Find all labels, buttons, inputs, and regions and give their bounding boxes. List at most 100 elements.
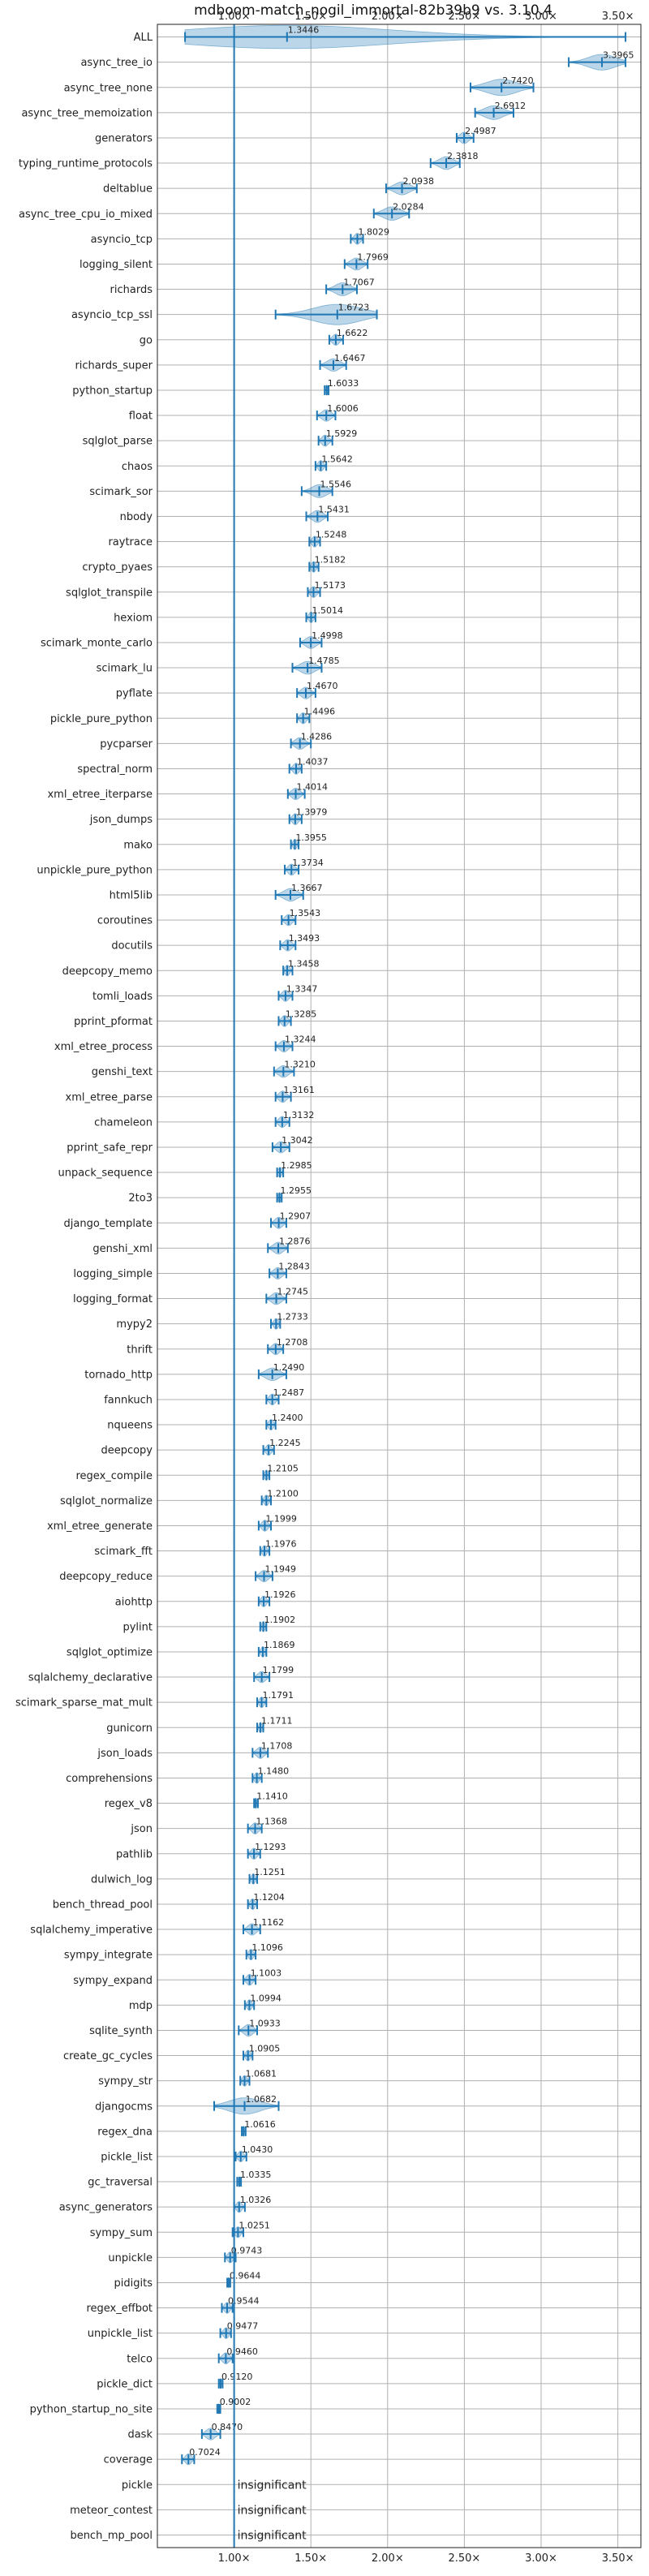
value-label: 1.3042 bbox=[282, 1135, 313, 1146]
category-label: hexiom bbox=[114, 612, 153, 624]
value-label: 1.5546 bbox=[320, 479, 352, 489]
value-label: 1.1791 bbox=[262, 1690, 294, 1701]
value-label: 1.3446 bbox=[288, 25, 320, 36]
value-label: 1.3493 bbox=[289, 933, 320, 944]
value-label: 0.9460 bbox=[226, 2346, 258, 2357]
value-label: 1.1711 bbox=[261, 1715, 293, 1726]
value-label: 1.2487 bbox=[273, 1387, 305, 1398]
value-label: 0.7024 bbox=[189, 2447, 220, 2458]
value-label: 1.1204 bbox=[253, 1892, 285, 1903]
category-label: json bbox=[130, 1823, 153, 1835]
chart-title: mdboom-match_nogil_immortal-82b39b9 vs. … bbox=[194, 2, 552, 19]
category-label: 2to3 bbox=[128, 1193, 153, 1205]
value-label: 1.0905 bbox=[249, 2044, 281, 2054]
value-label: 2.4987 bbox=[465, 126, 496, 136]
x-tick-label-bottom: 1.00× bbox=[218, 2552, 251, 2565]
value-label: 1.5642 bbox=[321, 454, 353, 464]
value-label: 1.2955 bbox=[281, 1185, 312, 1196]
value-label: 1.3161 bbox=[283, 1085, 315, 1095]
category-label: chaos bbox=[122, 461, 153, 473]
insignificant-label: insignificant bbox=[238, 2529, 307, 2542]
value-label: 1.0251 bbox=[239, 2220, 270, 2230]
category-label: sympy_sum bbox=[90, 2227, 153, 2239]
value-label: 1.1869 bbox=[264, 1640, 295, 1650]
value-label: 0.8470 bbox=[212, 2422, 243, 2432]
value-label: 1.6006 bbox=[327, 403, 359, 414]
value-label: 1.6723 bbox=[338, 303, 370, 313]
value-label: 1.2105 bbox=[267, 1463, 299, 1473]
value-label: 1.5014 bbox=[312, 605, 343, 616]
value-label: 1.0682 bbox=[246, 2094, 277, 2105]
value-label: 1.2100 bbox=[267, 1488, 299, 1499]
category-label: sqlglot_transpile bbox=[66, 587, 153, 599]
category-label: pickle_dict bbox=[97, 2378, 153, 2390]
category-label: pprint_safe_repr bbox=[67, 1142, 153, 1154]
value-label: 1.5929 bbox=[326, 428, 358, 439]
x-tick-label-bottom: 2.50× bbox=[448, 2552, 480, 2565]
category-label: logging_silent bbox=[80, 259, 153, 271]
category-label: telco bbox=[127, 2353, 153, 2365]
value-label: 1.3667 bbox=[291, 883, 323, 893]
category-label: xml_etree_parse bbox=[66, 1091, 153, 1103]
value-label: 1.4496 bbox=[304, 706, 336, 716]
category-label: bench_thread_pool bbox=[53, 1899, 153, 1911]
category-label: deepcopy bbox=[101, 1445, 153, 1457]
category-label: regex_dna bbox=[97, 2126, 153, 2138]
x-tick-label-bottom: 1.50× bbox=[294, 2552, 327, 2565]
x-tick-label-top: 1.50× bbox=[294, 11, 327, 23]
category-label: go bbox=[140, 334, 153, 346]
category-label: pickle_pure_python bbox=[50, 713, 153, 725]
x-tick-label-top: 1.00× bbox=[218, 11, 251, 23]
value-label: 1.1368 bbox=[256, 1817, 287, 1827]
x-tick-label-top: 2.00× bbox=[372, 11, 404, 23]
x-tick-label-bottom: 2.00× bbox=[372, 2552, 404, 2565]
value-label: 0.9743 bbox=[231, 2245, 263, 2256]
category-label: sqlglot_normalize bbox=[60, 1495, 153, 1507]
value-label: 1.1976 bbox=[265, 1539, 297, 1550]
category-label: pycparser bbox=[100, 738, 153, 750]
category-label: sympy_integrate bbox=[64, 1950, 153, 1962]
value-label: 1.0430 bbox=[242, 2144, 273, 2155]
category-label: deepcopy_reduce bbox=[59, 1571, 153, 1583]
value-label: 1.1162 bbox=[253, 1917, 285, 1928]
category-label: ALL bbox=[134, 32, 153, 44]
category-label: django_template bbox=[64, 1218, 153, 1230]
category-label: raytrace bbox=[108, 536, 153, 548]
category-label: html5lib bbox=[110, 889, 153, 901]
category-label: comprehensions bbox=[66, 1773, 153, 1785]
value-label: 1.5173 bbox=[314, 580, 346, 591]
category-label: async_tree_memoization bbox=[21, 107, 153, 119]
category-label: unpickle_list bbox=[88, 2328, 153, 2340]
category-label: xml_etree_iterparse bbox=[47, 789, 153, 801]
category-label: async_tree_io bbox=[80, 57, 153, 69]
value-label: 1.1999 bbox=[265, 1513, 297, 1524]
category-label: logging_format bbox=[73, 1293, 153, 1305]
value-label: 2.0938 bbox=[403, 176, 435, 187]
category-label: mypy2 bbox=[116, 1318, 153, 1331]
category-label: chameleon bbox=[94, 1116, 153, 1129]
category-label: deepcopy_memo bbox=[62, 965, 153, 978]
value-label: 1.3979 bbox=[296, 807, 328, 818]
value-label: 2.3818 bbox=[447, 151, 479, 161]
category-label: scimark_sparse_mat_mult bbox=[15, 1697, 153, 1709]
category-label: bench_mp_pool bbox=[70, 2530, 153, 2542]
value-label: 1.0326 bbox=[240, 2195, 272, 2205]
value-label: 1.8029 bbox=[359, 226, 390, 237]
category-label: scimark_sor bbox=[89, 486, 153, 498]
value-label: 1.3347 bbox=[286, 983, 318, 994]
value-label: 1.1902 bbox=[264, 1615, 296, 1625]
x-tick-label-top: 3.50× bbox=[602, 11, 634, 23]
plot-frame bbox=[157, 24, 642, 2548]
value-label: 2.6912 bbox=[495, 101, 527, 111]
label-layer: 1.3446 3.3965 2.7420 2.6912 2.4987 2.3818 2.09… bbox=[189, 25, 634, 2543]
value-label: 1.0616 bbox=[244, 2119, 276, 2130]
value-label: 1.2245 bbox=[269, 1438, 301, 1448]
category-label: json_loads bbox=[97, 1748, 153, 1760]
value-label: 1.0994 bbox=[250, 1993, 282, 2003]
value-label: 1.1926 bbox=[264, 1589, 296, 1600]
category-label: djangocms bbox=[95, 2101, 153, 2113]
category-label: xml_etree_process bbox=[54, 1041, 153, 1053]
value-label: 1.2745 bbox=[277, 1287, 309, 1297]
value-label: 2.0284 bbox=[393, 201, 424, 212]
value-label: 1.3132 bbox=[283, 1110, 315, 1120]
